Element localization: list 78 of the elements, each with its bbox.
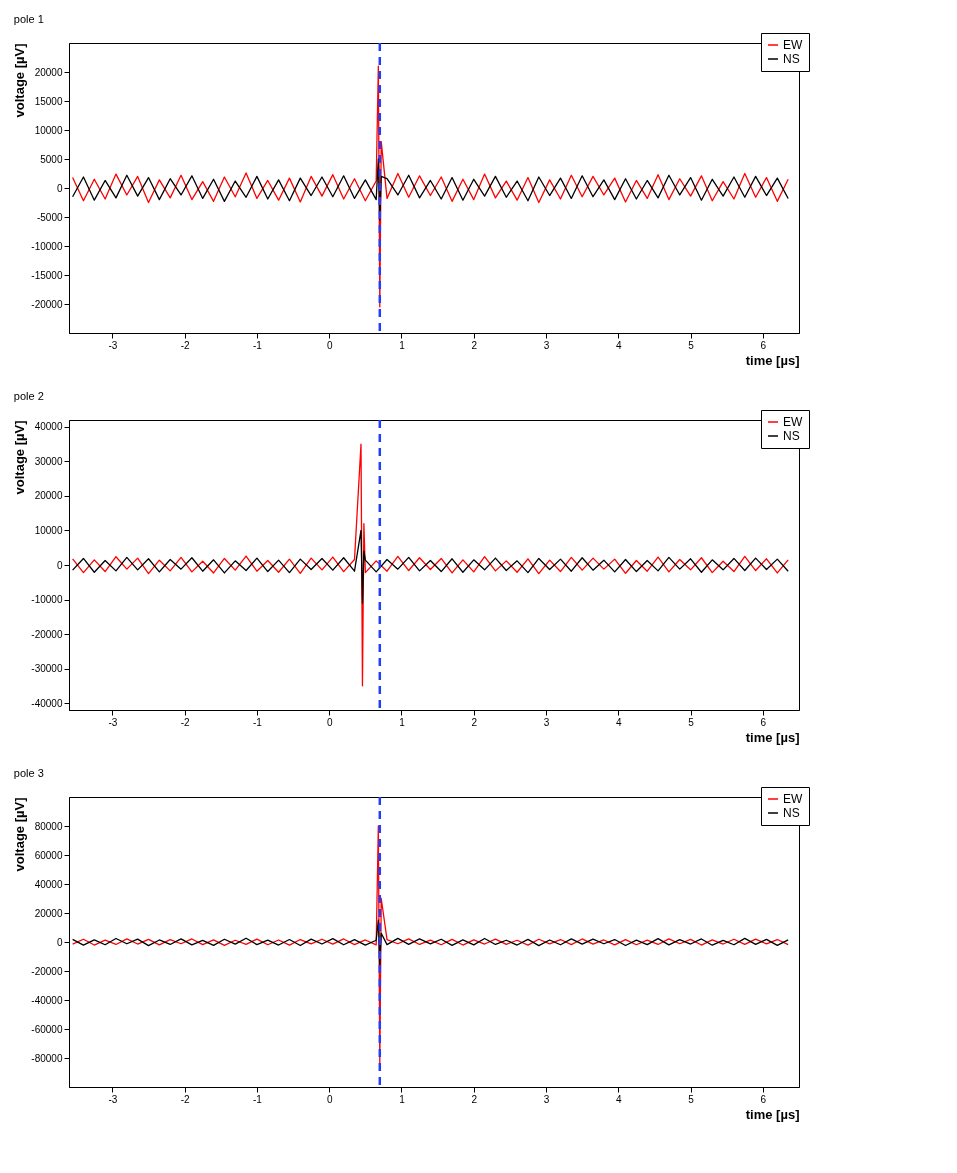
x-tick-label: 1	[399, 339, 406, 351]
y-tick-label: 60000	[34, 849, 63, 861]
y-tick-label: -80000	[31, 1052, 63, 1064]
y-tick-label: 20000	[34, 66, 63, 78]
x-tick-label: 3	[543, 1093, 550, 1105]
y-tick-label: 10000	[34, 524, 63, 536]
y-axis-title: voltage [µV]	[12, 43, 28, 118]
x-tick-label: -3	[108, 1093, 118, 1105]
x-axis-title: time [µs]	[745, 729, 800, 745]
y-tick-label: -15000	[31, 269, 63, 281]
x-tick-label: -2	[180, 716, 191, 728]
x-tick-label: -1	[252, 339, 263, 351]
y-tick-label: 10000	[34, 124, 63, 136]
y-tick-label: 0	[56, 182, 63, 194]
x-tick-label: 5	[688, 716, 695, 728]
y-tick-label: 40000	[34, 421, 63, 433]
legend-label: NS	[783, 429, 800, 443]
y-tick-label: 20000	[34, 907, 63, 919]
line-series	[71, 65, 789, 308]
x-tick-label: 1	[399, 1093, 406, 1105]
y-tick-label: -5000	[36, 211, 63, 223]
x-tick-label: 4	[616, 716, 623, 728]
x-tick-label: 2	[471, 339, 478, 351]
line-series	[71, 443, 789, 687]
line-series	[71, 158, 789, 221]
x-axis-title: time [µs]	[745, 1106, 800, 1122]
x-tick-label: 5	[688, 1093, 695, 1105]
y-tick-label: -60000	[31, 1023, 63, 1035]
legend-label: NS	[783, 52, 800, 66]
chart-title: pole 3	[13, 766, 44, 779]
x-tick-label: 2	[471, 1093, 478, 1105]
legend-label: EW	[783, 415, 803, 429]
x-tick-label: 3	[543, 716, 550, 728]
y-tick-label: 80000	[34, 820, 63, 832]
chart-title: pole 2	[13, 389, 44, 402]
x-tick-label: -1	[252, 1093, 263, 1105]
x-tick-label: -1	[252, 716, 263, 728]
x-axis-title: time [µs]	[745, 352, 800, 368]
x-tick-label: 4	[616, 1093, 623, 1105]
x-tick-label: -3	[108, 339, 118, 351]
x-tick-label: -3	[108, 716, 118, 728]
x-tick-label: 0	[326, 716, 333, 728]
x-tick-label: 6	[760, 1093, 767, 1105]
y-axis-title: voltage [µV]	[12, 420, 28, 495]
x-tick-label: 3	[543, 339, 550, 351]
y-tick-label: 20000	[34, 490, 63, 502]
y-tick-label: 0	[56, 936, 63, 948]
x-tick-label: 6	[760, 339, 767, 351]
legend-label: EW	[783, 792, 803, 806]
y-tick-label: -20000	[31, 298, 63, 310]
y-tick-label: 15000	[34, 95, 63, 107]
y-tick-label: -10000	[31, 594, 63, 606]
x-tick-label: 5	[688, 339, 695, 351]
legend-label: EW	[783, 38, 803, 52]
y-tick-label: 5000	[40, 153, 63, 165]
y-tick-label: 0	[56, 559, 63, 571]
x-tick-label: 6	[760, 716, 767, 728]
y-tick-label: -40000	[31, 697, 63, 709]
x-tick-label: 1	[399, 716, 406, 728]
y-tick-label: 30000	[34, 455, 63, 467]
line-series	[71, 919, 789, 966]
y-tick-label: -30000	[31, 663, 63, 675]
y-axis-title: voltage [µV]	[12, 797, 28, 872]
y-tick-label: -10000	[31, 240, 63, 252]
chart-title: pole 1	[13, 12, 44, 25]
x-tick-label: 4	[616, 339, 623, 351]
x-tick-label: -2	[180, 339, 191, 351]
legend-label: NS	[783, 806, 800, 820]
line-series	[71, 825, 789, 1066]
x-tick-label: 0	[326, 1093, 333, 1105]
y-tick-label: 40000	[34, 878, 63, 890]
y-tick-label: -20000	[31, 965, 63, 977]
x-tick-label: -2	[180, 1093, 191, 1105]
y-tick-label: -20000	[31, 628, 63, 640]
x-tick-label: 0	[326, 339, 333, 351]
line-series	[71, 529, 789, 604]
y-tick-label: -40000	[31, 994, 63, 1006]
x-tick-label: 2	[471, 716, 478, 728]
